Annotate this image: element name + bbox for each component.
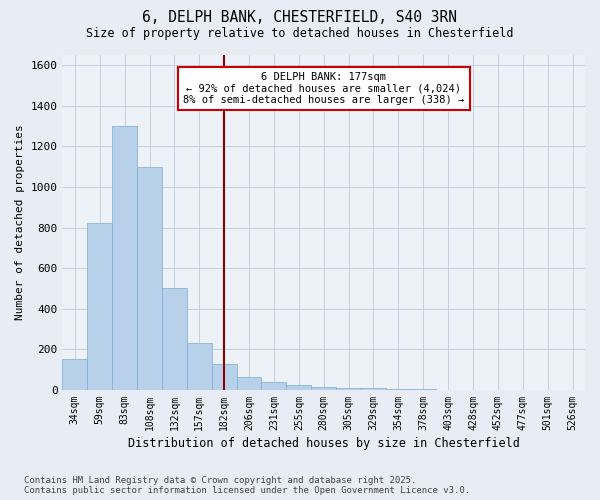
Y-axis label: Number of detached properties: Number of detached properties [15, 124, 25, 320]
Bar [112, 126, 137, 390]
Bar [187, 344, 212, 390]
Bar [286, 385, 311, 390]
Bar [336, 388, 361, 390]
Bar [62, 360, 88, 390]
Bar [311, 387, 336, 390]
Bar [162, 288, 187, 390]
Bar [236, 376, 262, 390]
Bar [212, 364, 236, 390]
Text: Size of property relative to detached houses in Chesterfield: Size of property relative to detached ho… [86, 28, 514, 40]
Bar [262, 382, 286, 390]
Text: 6 DELPH BANK: 177sqm
← 92% of detached houses are smaller (4,024)
8% of semi-det: 6 DELPH BANK: 177sqm ← 92% of detached h… [183, 72, 464, 105]
Text: 6, DELPH BANK, CHESTERFIELD, S40 3RN: 6, DELPH BANK, CHESTERFIELD, S40 3RN [143, 10, 458, 25]
Bar [361, 388, 386, 390]
Text: Contains HM Land Registry data © Crown copyright and database right 2025.
Contai: Contains HM Land Registry data © Crown c… [24, 476, 470, 495]
X-axis label: Distribution of detached houses by size in Chesterfield: Distribution of detached houses by size … [128, 437, 520, 450]
Bar [88, 224, 112, 390]
Bar [386, 389, 411, 390]
Bar [137, 166, 162, 390]
